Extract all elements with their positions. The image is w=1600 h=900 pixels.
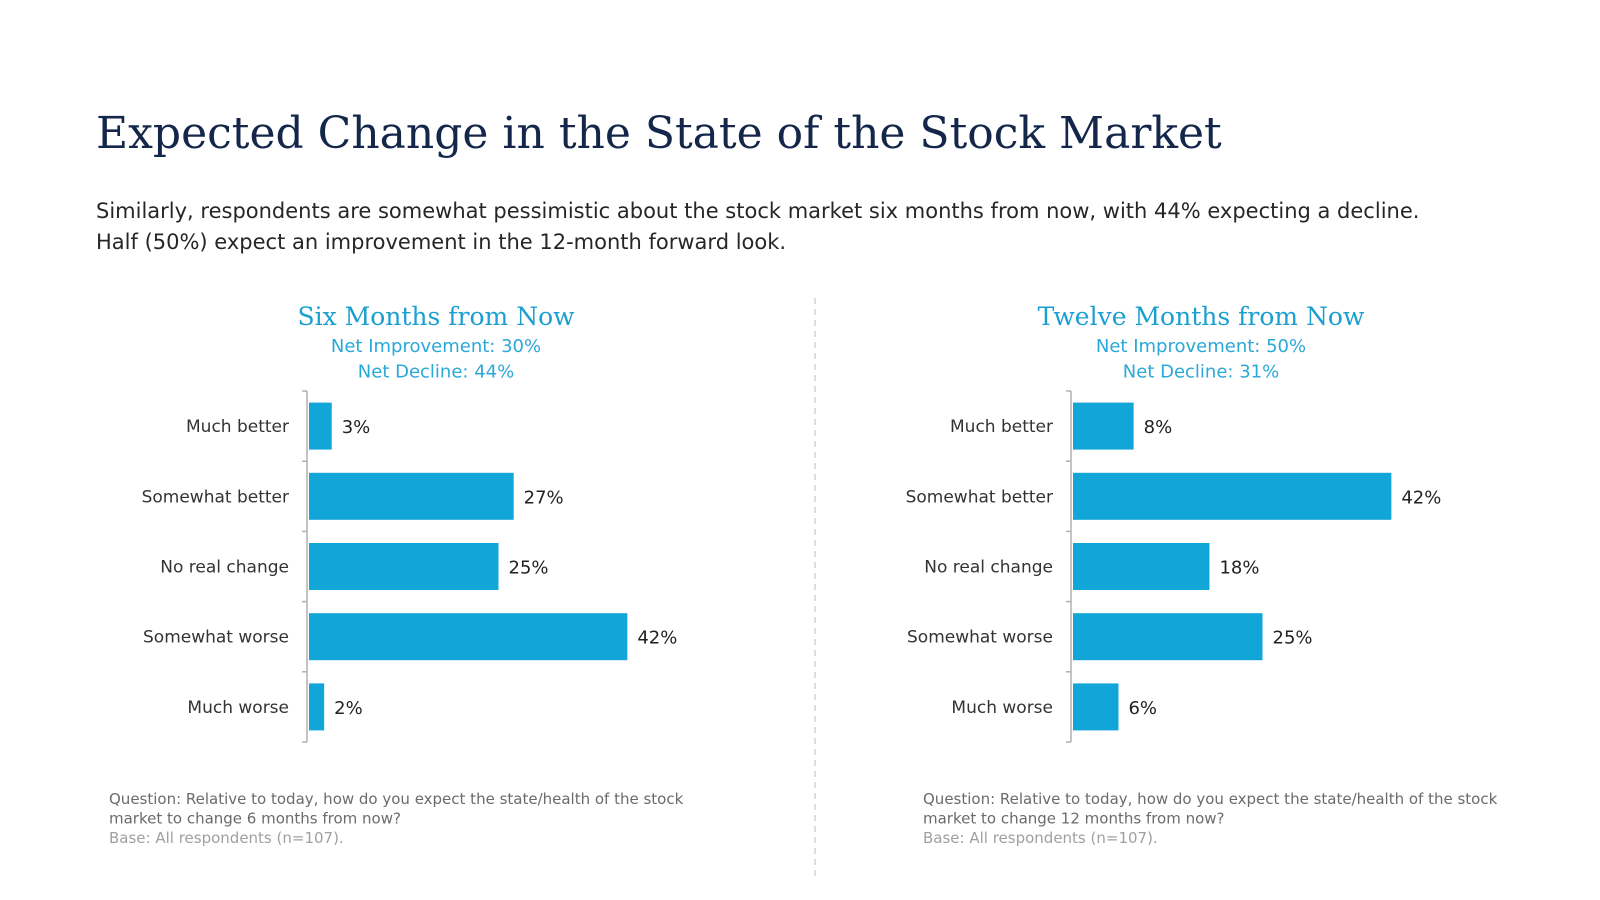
footnote: Question: Relative to today, how do you … — [109, 790, 684, 808]
footnote: Base: All respondents (n=107). — [109, 829, 344, 847]
value-label: 18% — [1219, 558, 1259, 579]
category-label: Somewhat better — [142, 487, 289, 507]
value-label: 6% — [1128, 698, 1157, 719]
annotation: Net Improvement: 30% — [331, 336, 541, 357]
category-label: Much better — [950, 417, 1053, 437]
value-label: 27% — [524, 487, 564, 508]
bar — [309, 472, 514, 520]
bar — [309, 613, 628, 661]
annotation: Net Decline: 31% — [1123, 362, 1279, 383]
bar — [309, 683, 325, 731]
value-label: 8% — [1144, 417, 1173, 438]
annotation: Net Decline: 44% — [358, 362, 514, 383]
chart-title: Twelve Months from Now — [1038, 302, 1365, 331]
annotation: Net Improvement: 50% — [1096, 336, 1306, 357]
subtitle-line: Half (50%) expect an improvement in the … — [96, 230, 786, 254]
value-label: 42% — [637, 628, 677, 649]
bar — [309, 402, 332, 450]
category-label: Much worse — [187, 698, 289, 718]
category-label: Somewhat worse — [907, 628, 1053, 648]
bar — [1073, 472, 1392, 520]
category-label: No real change — [924, 558, 1053, 578]
bar — [1073, 613, 1263, 661]
value-label: 42% — [1401, 487, 1441, 508]
page-title: Expected Change in the State of the Stoc… — [96, 108, 1222, 159]
category-label: Much worse — [951, 698, 1053, 718]
category-label: Much better — [186, 417, 289, 437]
footnote: Base: All respondents (n=107). — [923, 829, 1158, 847]
bar — [1073, 402, 1134, 450]
footnote: market to change 6 months from now? — [109, 810, 401, 828]
value-label: 25% — [1273, 628, 1313, 649]
category-label: Somewhat better — [906, 487, 1053, 507]
category-label: Somewhat worse — [143, 628, 289, 648]
chart-title: Six Months from Now — [297, 302, 575, 331]
subtitle-line: Similarly, respondents are somewhat pess… — [96, 199, 1419, 223]
footnote: Question: Relative to today, how do you … — [923, 790, 1498, 808]
bar — [1073, 683, 1119, 731]
value-label: 3% — [342, 417, 371, 438]
value-label: 2% — [334, 698, 363, 719]
bar — [309, 543, 499, 590]
value-label: 25% — [509, 558, 549, 579]
category-label: No real change — [160, 558, 289, 578]
footnote: market to change 12 months from now? — [923, 810, 1225, 828]
bar — [1073, 543, 1210, 590]
